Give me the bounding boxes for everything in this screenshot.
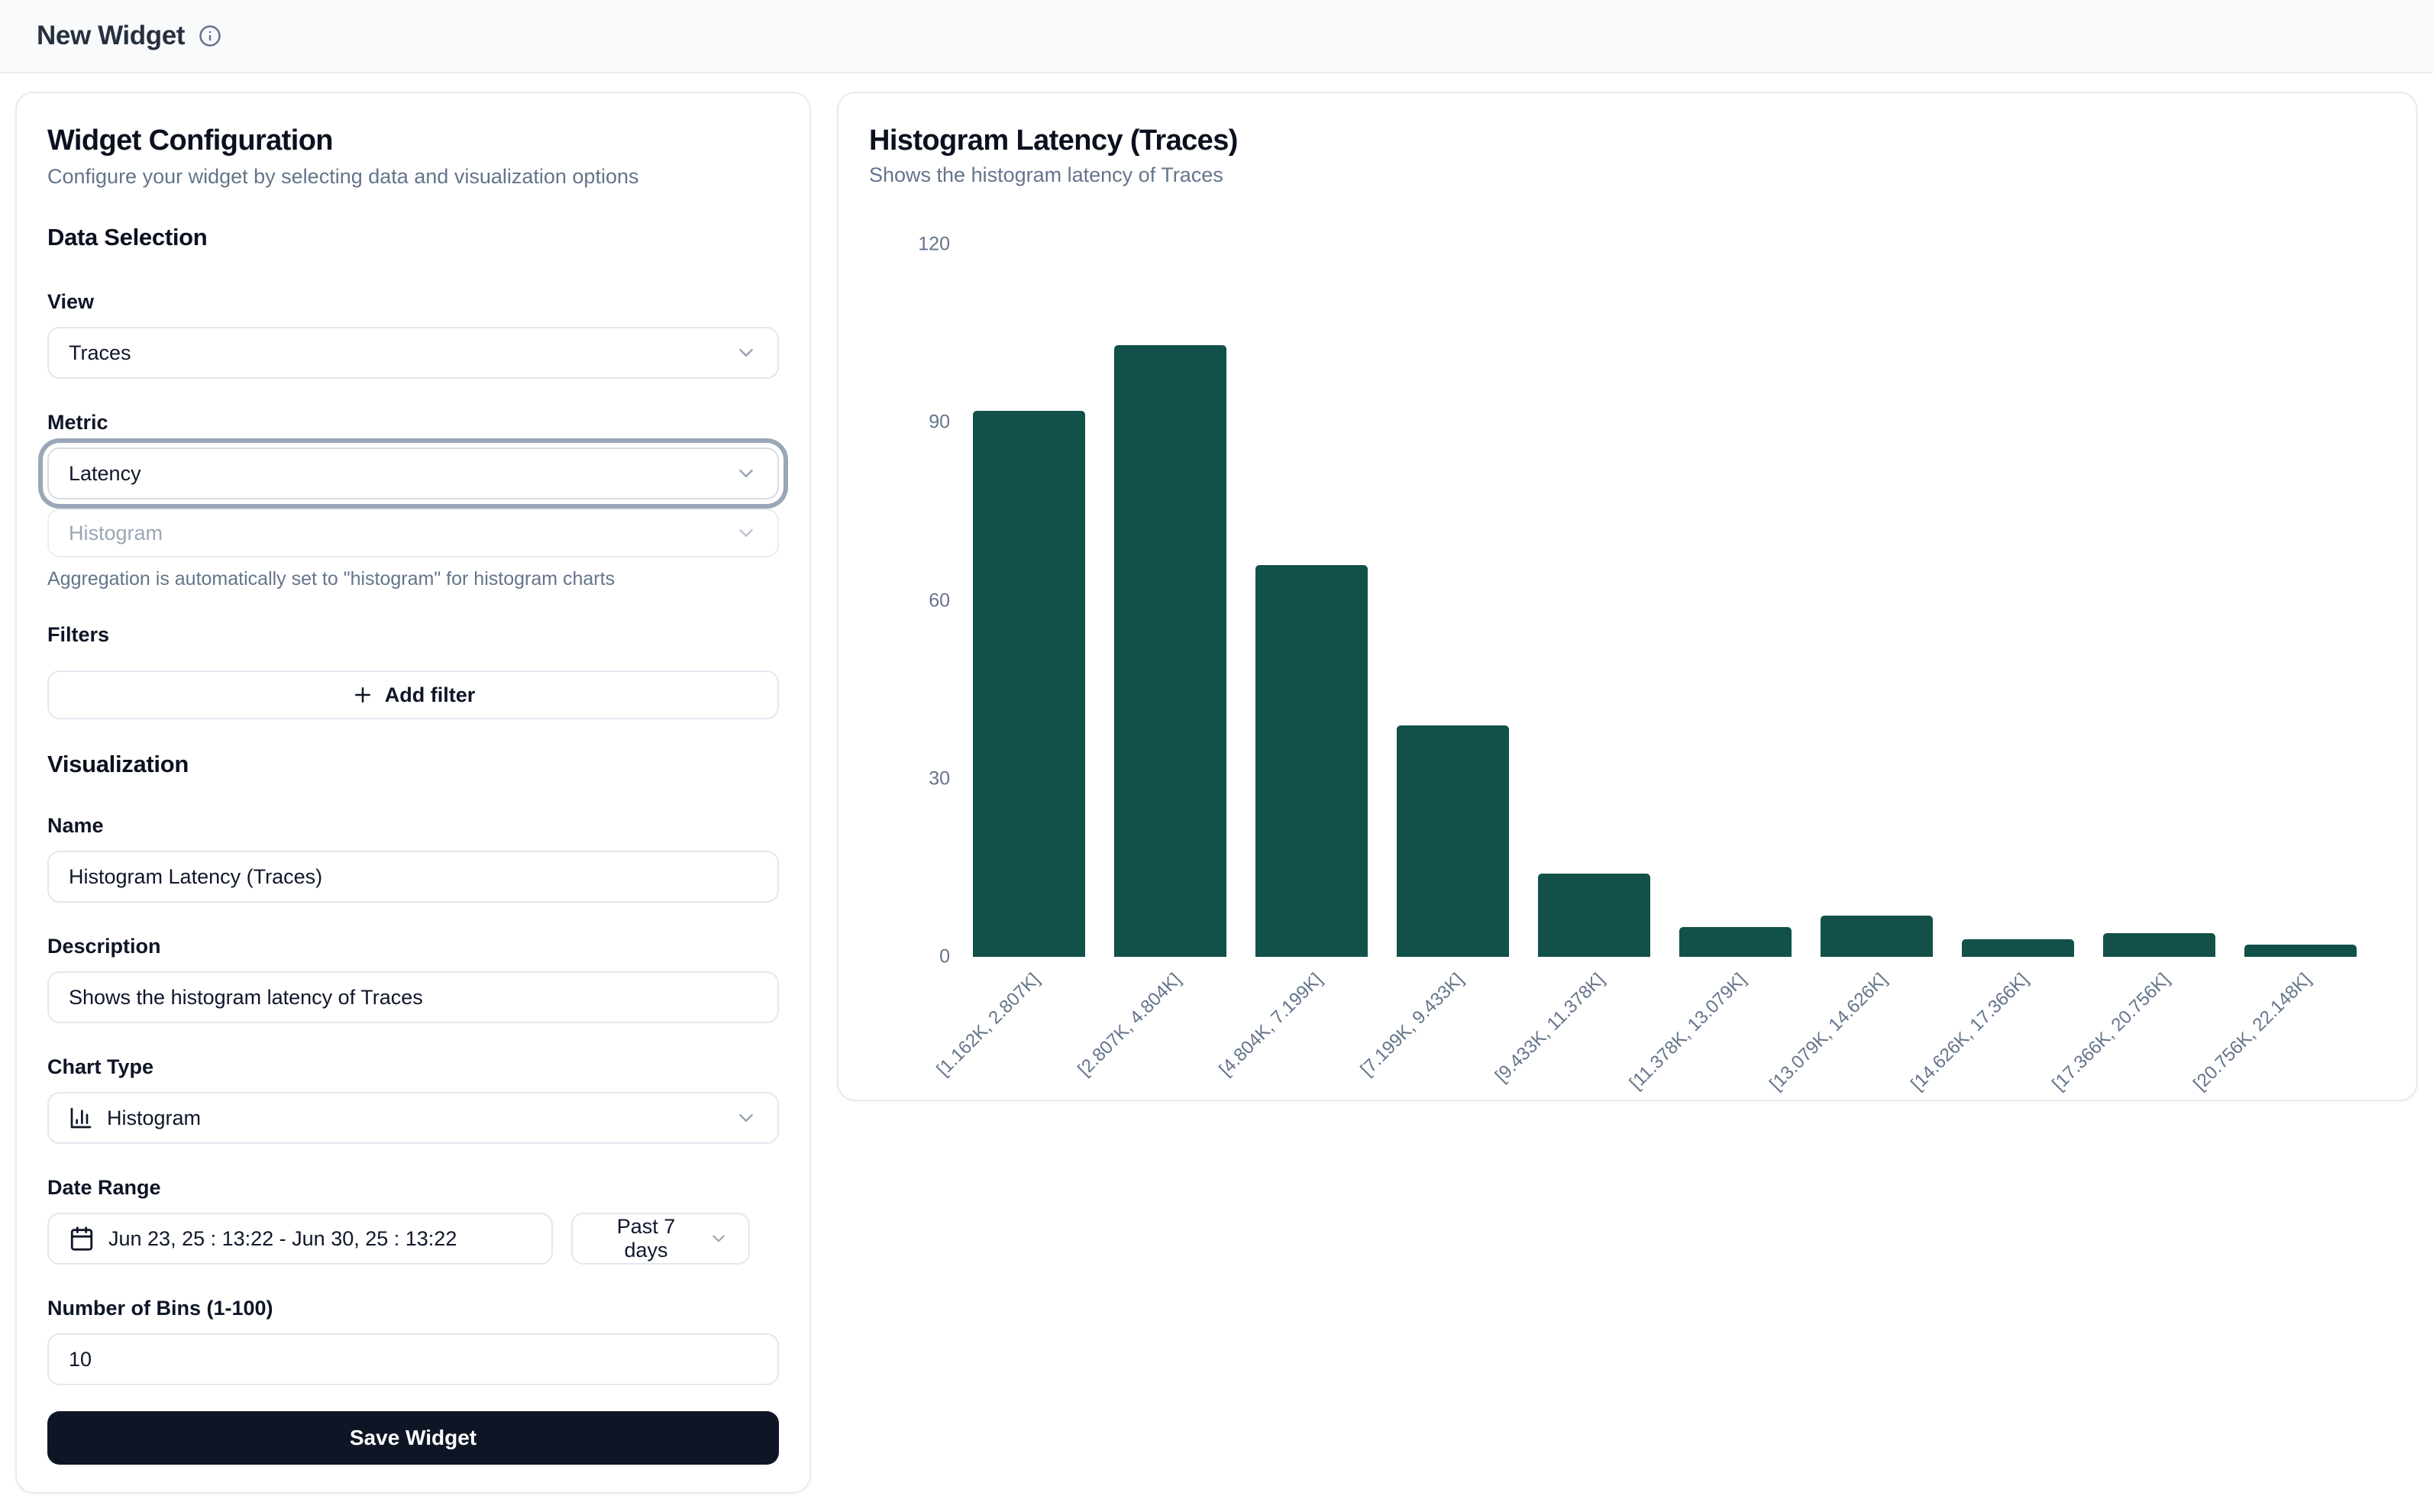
config-subtitle: Configure your widget by selecting data … bbox=[47, 165, 639, 188]
date-range-value: Jun 23, 25 : 13:22 - Jun 30, 25 : 13:22 bbox=[108, 1226, 457, 1250]
histogram-bar bbox=[1679, 927, 1792, 957]
widget-description-input[interactable] bbox=[47, 971, 779, 1023]
aggregation-select-value: Histogram bbox=[69, 521, 163, 544]
histogram-bar-slot: [9.433K, 11.378K] bbox=[1491, 244, 1650, 1087]
aggregation-help-text: Aggregation is automatically set to "his… bbox=[47, 568, 616, 590]
x-axis-bin-label: [4.804K, 7.199K] bbox=[1215, 969, 1326, 1081]
filters-field: Filters Add filter bbox=[47, 622, 779, 719]
chart-type-select[interactable]: Histogram bbox=[47, 1092, 779, 1144]
metric-select-value: Latency bbox=[69, 461, 141, 485]
view-select[interactable]: Traces bbox=[47, 327, 779, 379]
config-title: Widget Configuration bbox=[47, 124, 334, 157]
save-widget-label: Save Widget bbox=[349, 1426, 477, 1449]
chevron-down-icon bbox=[735, 341, 758, 364]
histogram-bar-slot: [20.756K, 22.148K] bbox=[2189, 244, 2357, 1094]
name-field: Name bbox=[47, 813, 779, 903]
x-axis-bin-label: [11.378K, 13.079K] bbox=[1625, 969, 1750, 1094]
bins-input[interactable] bbox=[47, 1333, 779, 1385]
histogram-bars: [1.162K, 2.807K] [2.807K, 4.804K] [4.804K,… bbox=[932, 244, 2357, 1094]
chart-type-value: Histogram bbox=[107, 1106, 202, 1129]
view-label: View bbox=[47, 290, 95, 313]
metric-field: Metric Latency Histogram Aggregation is … bbox=[47, 409, 779, 591]
x-axis-bin-label: [14.626K, 17.366K] bbox=[1907, 969, 2033, 1095]
date-range-button[interactable]: Jun 23, 25 : 13:22 - Jun 30, 25 : 13:22 bbox=[47, 1213, 553, 1265]
aggregation-select: Histogram bbox=[47, 509, 779, 557]
main-content: Widget Configuration Configure your widg… bbox=[0, 73, 2433, 1512]
name-label: Name bbox=[47, 814, 104, 837]
histogram-bar bbox=[2103, 932, 2215, 957]
x-axis-bin-label: [20.756K, 22.148K] bbox=[2189, 969, 2315, 1095]
filters-label: Filters bbox=[47, 623, 110, 646]
calendar-icon bbox=[69, 1226, 95, 1252]
x-axis-bin-label: [7.199K, 9.433K] bbox=[1356, 969, 1468, 1081]
view-field: View Traces bbox=[47, 289, 779, 379]
page-title: New Widget bbox=[37, 21, 186, 50]
x-axis-bin-label: [9.433K, 11.378K] bbox=[1491, 969, 1609, 1087]
chart-subtitle: Shows the histogram latency of Traces bbox=[869, 163, 1223, 186]
top-bar: New Widget bbox=[0, 0, 2433, 73]
histogram-chart: [1.162K, 2.807K] [2.807K, 4.804K] [4.804K,… bbox=[918, 234, 2357, 1094]
chevron-down-icon bbox=[735, 1107, 758, 1129]
y-axis-tick-label: 0 bbox=[939, 945, 950, 968]
histogram-bar-slot: [7.199K, 9.433K] bbox=[1356, 244, 1509, 1081]
widget-name-input[interactable] bbox=[47, 851, 779, 903]
widget-configuration-card: Widget Configuration Configure your widg… bbox=[15, 92, 811, 1494]
y-axis-tick-label: 120 bbox=[918, 233, 950, 255]
histogram-bar-slot: [13.079K, 14.626K] bbox=[1766, 244, 1933, 1094]
histogram-bar bbox=[1114, 345, 1226, 957]
metric-select[interactable]: Latency bbox=[47, 447, 779, 499]
bins-label: Number of Bins (1-100) bbox=[47, 1297, 273, 1320]
date-range-label: Date Range bbox=[47, 1176, 161, 1199]
histogram-bar-slot: [11.378K, 13.079K] bbox=[1625, 244, 1792, 1094]
visualization-heading: Visualization bbox=[47, 751, 189, 777]
chevron-down-icon bbox=[709, 1229, 729, 1249]
y-axis-tick-label: 30 bbox=[929, 767, 950, 790]
histogram-bar-slot: [1.162K, 2.807K] bbox=[932, 244, 1085, 1081]
x-axis-bin-label: [17.366K, 20.756K] bbox=[2048, 969, 2174, 1095]
y-axis-tick-label: 90 bbox=[929, 411, 950, 433]
add-filter-button[interactable]: Add filter bbox=[47, 670, 779, 719]
date-preset-value: Past 7 days bbox=[616, 1215, 676, 1262]
chevron-down-icon bbox=[735, 522, 758, 544]
histogram-bar-slot: [17.366K, 20.756K] bbox=[2048, 244, 2215, 1094]
save-widget-button[interactable]: Save Widget bbox=[47, 1411, 779, 1465]
histogram-bar bbox=[1821, 915, 1933, 957]
histogram-bar-slot: [2.807K, 4.804K] bbox=[1074, 244, 1226, 1081]
date-range-field: Date Range Jun 23, 25 : 13:22 - Jun 30, … bbox=[47, 1174, 779, 1265]
x-axis-bin-label: [13.079K, 14.626K] bbox=[1766, 969, 1892, 1095]
chart-preview-card: Histogram Latency (Traces) Shows the his… bbox=[837, 92, 2418, 1101]
plus-icon bbox=[351, 683, 374, 706]
y-axis-tick-label: 60 bbox=[929, 590, 950, 611]
chevron-down-icon bbox=[735, 462, 758, 485]
add-filter-label: Add filter bbox=[384, 683, 476, 706]
metric-label: Metric bbox=[47, 411, 108, 434]
histogram-chart-icon bbox=[69, 1106, 93, 1130]
histogram-bar-slot: [14.626K, 17.366K] bbox=[1907, 244, 2074, 1094]
info-icon[interactable] bbox=[199, 24, 221, 47]
histogram-bar bbox=[973, 410, 1085, 957]
description-field: Description bbox=[47, 933, 779, 1023]
bins-field: Number of Bins (1-100) bbox=[47, 1295, 779, 1385]
date-preset-select[interactable]: Past 7 days bbox=[571, 1213, 750, 1265]
histogram-bar bbox=[1538, 874, 1650, 957]
histogram-bar bbox=[1962, 939, 2074, 957]
x-axis-bin-label: [1.162K, 2.807K] bbox=[932, 969, 1044, 1081]
chart-type-label: Chart Type bbox=[47, 1055, 154, 1078]
view-select-value: Traces bbox=[69, 341, 131, 364]
chart-type-field: Chart Type Histogram bbox=[47, 1054, 779, 1144]
histogram-bar-slot: [4.804K, 7.199K] bbox=[1215, 244, 1368, 1081]
description-label: Description bbox=[47, 935, 161, 958]
histogram-bar bbox=[1397, 725, 1509, 957]
histogram-bar bbox=[2244, 945, 2357, 957]
data-selection-heading: Data Selection bbox=[47, 224, 208, 250]
chart-title: Histogram Latency (Traces) bbox=[869, 124, 1238, 157]
histogram-bar bbox=[1255, 564, 1368, 957]
x-axis-bin-label: [2.807K, 4.804K] bbox=[1074, 969, 1185, 1081]
